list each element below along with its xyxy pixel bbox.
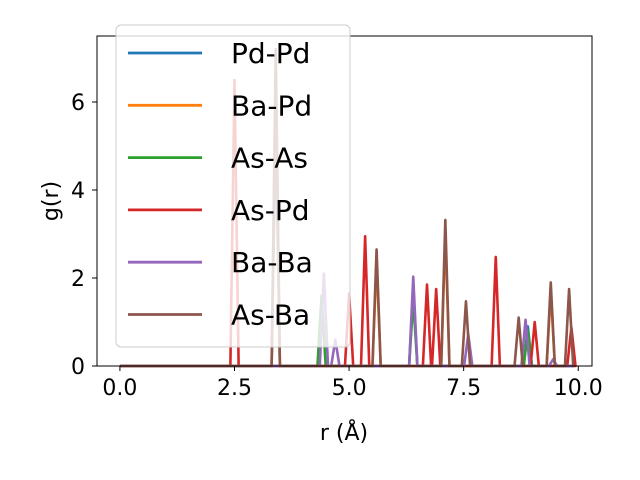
legend-item-as-pd: As-Pd (128, 194, 310, 227)
legend-item-pd-pd: Pd-Pd (128, 37, 310, 70)
ticks-layer: 0.0 2.5 5.0 7.5 10.0 0 2 4 6 (71, 91, 603, 401)
legend-label: Ba-Ba (231, 246, 313, 279)
legend-label: As-Ba (231, 299, 310, 332)
x-tick-label: 0.0 (102, 376, 137, 401)
x-axis-label: r (Å) (320, 419, 368, 446)
legend-item-ba-ba: Ba-Ba (128, 246, 313, 279)
y-tick-label: 6 (71, 91, 85, 116)
x-tick-label: 7.5 (446, 376, 481, 401)
x-tick-label: 10.0 (554, 376, 603, 401)
legend-item-as-as: As-As (128, 142, 308, 175)
legend-label: As-Pd (231, 194, 310, 227)
legend-label: Ba-Pd (231, 89, 312, 122)
y-tick-label: 4 (71, 179, 85, 204)
legend: Pd-Pd Ba-Pd As-As As-Pd Ba-Ba As-Ba (115, 24, 351, 348)
y-tick-label: 2 (71, 267, 85, 292)
x-tick-label: 5.0 (332, 376, 367, 401)
legend-item-ba-pd: Ba-Pd (128, 89, 312, 122)
y-axis-label: g(r) (39, 181, 64, 221)
legend-item-as-ba: As-Ba (128, 299, 310, 332)
legend-label: As-As (231, 142, 308, 175)
legend-label: Pd-Pd (231, 37, 310, 70)
x-tick-label: 2.5 (217, 376, 252, 401)
y-tick-label: 0 (71, 355, 85, 380)
